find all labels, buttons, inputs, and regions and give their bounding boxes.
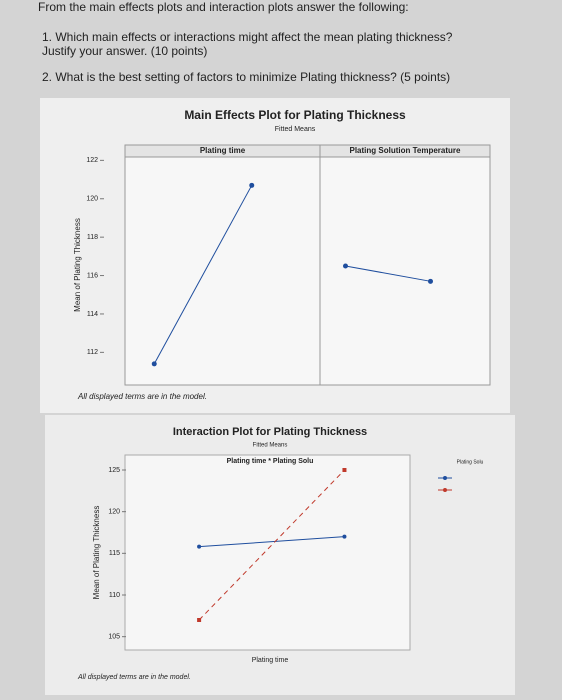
point	[249, 182, 255, 188]
strip-label: Plating time	[200, 146, 246, 155]
effect-line	[153, 185, 253, 365]
point	[151, 361, 157, 367]
y-tick-label: 116	[87, 272, 98, 279]
y-axis-label: Mean of Plating Thickness	[92, 506, 101, 600]
y-tick-label: 120	[108, 509, 120, 516]
strip-label: Plating Solution Temperature	[350, 146, 462, 155]
y-tick-label: 122	[86, 157, 98, 164]
y-tick-label: 120	[86, 196, 98, 203]
y-tick-label: 114	[87, 311, 98, 318]
panel	[124, 144, 321, 386]
question: 1. Which main effects or interactions mi…	[42, 30, 453, 44]
series-line	[199, 536, 345, 548]
y-tick-label: 115	[109, 550, 120, 557]
strip	[319, 144, 491, 158]
footnote: All displayed terms are in the model.	[77, 392, 207, 401]
y-tick-label: 105	[108, 634, 120, 641]
effect-line	[345, 265, 431, 282]
footnote: All displayed terms are in the model.	[77, 674, 191, 681]
y-tick-label: 112	[87, 349, 98, 356]
chart-title: Main Effects Plot for Plating Thickness	[184, 108, 406, 122]
intro: From the main effects plots and interact…	[38, 0, 409, 14]
point	[197, 544, 202, 549]
strip-label: Plating time * Plating Solu	[227, 458, 314, 465]
y-tick-label: 125	[108, 467, 120, 474]
x-axis-label: Plating time	[252, 657, 289, 664]
y-tick-label: 110	[109, 592, 120, 599]
y-axis-label: Mean of Plating Thickness	[73, 218, 82, 312]
series-line	[198, 469, 345, 621]
point	[428, 278, 433, 284]
question: Justify your answer. (10 points)	[42, 44, 207, 58]
y-tick-label: 118	[87, 234, 98, 241]
legend-marker	[443, 476, 447, 480]
point	[197, 618, 202, 622]
legend-marker	[443, 488, 447, 492]
question: 2. What is the best setting of factors t…	[42, 70, 450, 84]
point	[342, 468, 347, 472]
panel	[124, 454, 411, 651]
chart-subtitle: Fitted Means	[275, 126, 316, 133]
point	[343, 263, 348, 269]
chart-title: Interaction Plot for Plating Thickness	[173, 426, 367, 438]
point	[342, 534, 347, 539]
chart-subtitle: Fitted Means	[253, 443, 288, 449]
legend-title: Plating Solu	[457, 459, 484, 465]
